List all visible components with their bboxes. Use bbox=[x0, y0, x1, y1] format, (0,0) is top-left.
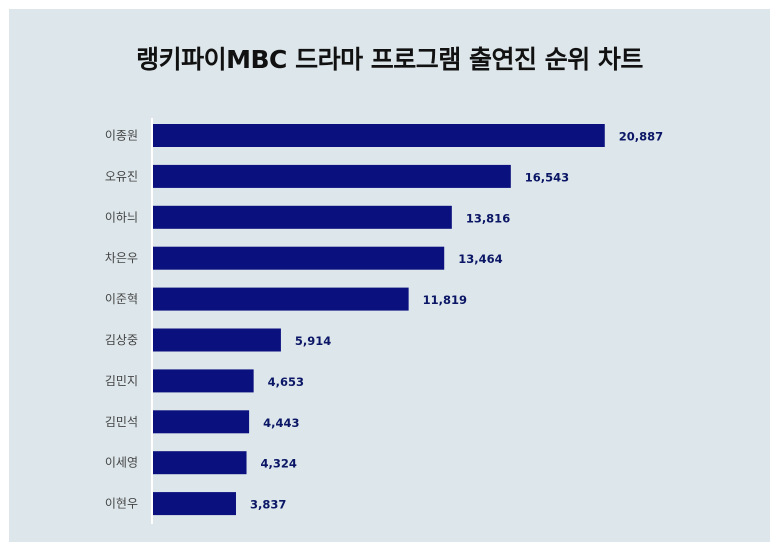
value-label: 5,914 bbox=[295, 334, 331, 348]
category-label: 이준혁 bbox=[105, 292, 138, 306]
value-label: 4,324 bbox=[261, 457, 297, 471]
value-label: 4,443 bbox=[263, 416, 299, 430]
bars-group: 이종원 20,887 오유진 16,543 이하늬 13,816 차은우 13,464 이준혁 1… bbox=[105, 124, 663, 516]
value-label: 4,653 bbox=[268, 375, 304, 389]
value-label: 3,837 bbox=[250, 498, 286, 512]
category-label: 이현우 bbox=[105, 497, 138, 511]
value-label: 13,464 bbox=[458, 252, 502, 266]
category-label: 김상중 bbox=[105, 333, 138, 347]
bar bbox=[153, 164, 511, 188]
category-label: 이하늬 bbox=[105, 210, 138, 224]
bar bbox=[153, 369, 254, 393]
category-label: 이세영 bbox=[105, 456, 138, 470]
category-label: 이종원 bbox=[105, 129, 138, 143]
bar bbox=[153, 410, 250, 434]
value-label: 20,887 bbox=[619, 130, 663, 144]
value-label: 13,816 bbox=[466, 211, 510, 225]
bar bbox=[153, 451, 247, 475]
bar bbox=[153, 124, 605, 147]
category-label: 오유진 bbox=[105, 169, 138, 183]
bar bbox=[153, 287, 409, 311]
bar bbox=[153, 246, 445, 270]
category-label: 차은우 bbox=[105, 251, 138, 265]
value-label: 11,819 bbox=[423, 293, 467, 307]
category-label: 김민지 bbox=[105, 374, 138, 388]
bar bbox=[153, 205, 452, 229]
category-label: 김민석 bbox=[105, 415, 138, 429]
chart-title: 랭키파이MBC 드라마 프로그램 출연진 순위 차트 bbox=[136, 45, 643, 74]
bar bbox=[153, 492, 236, 516]
chart-background bbox=[9, 9, 770, 542]
bar bbox=[153, 328, 281, 352]
value-label: 16,543 bbox=[525, 170, 569, 184]
